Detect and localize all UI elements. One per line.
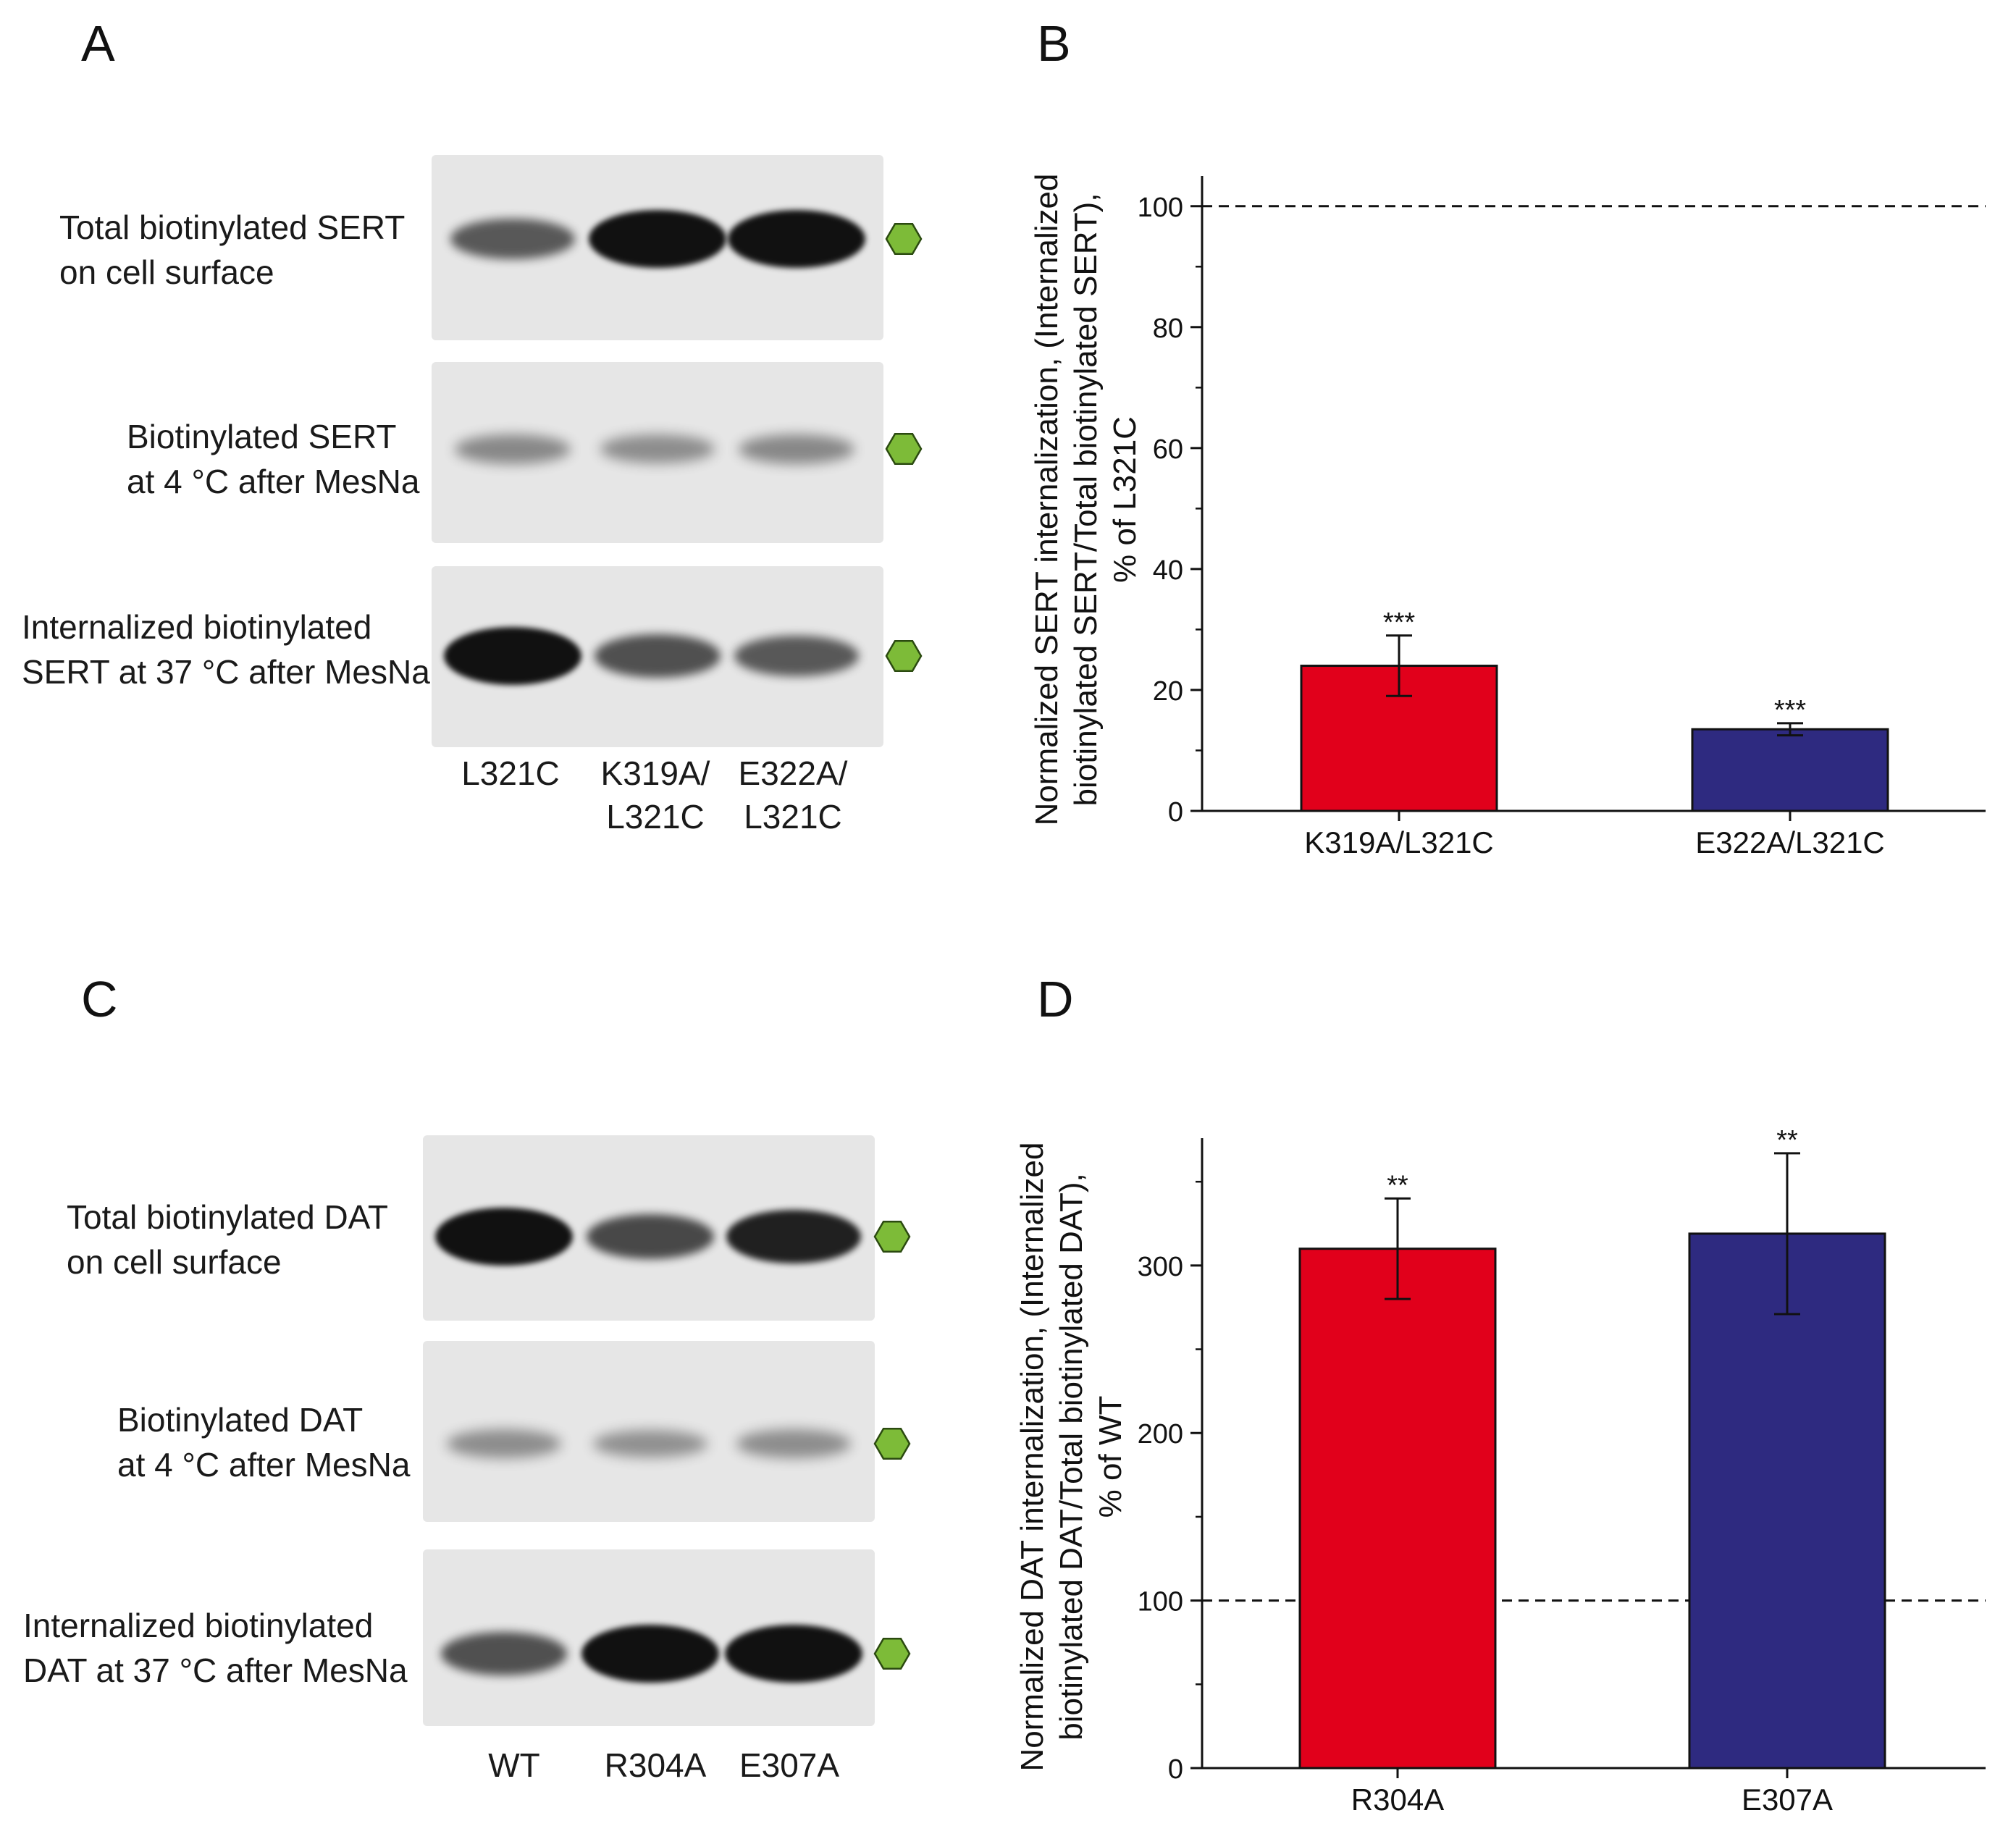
blot-row-label: Internalized biotinylated SERT at 37 °C … — [22, 608, 430, 691]
blot-row-label: Biotinylated DAT at 4 °C after MesNa — [117, 1401, 411, 1484]
bar — [1691, 728, 1889, 812]
x-tick-label: R304A — [1351, 1783, 1444, 1817]
y-axis-label-line: % of WT — [1093, 1396, 1128, 1518]
y-axis-label-line: % of L321C — [1107, 416, 1143, 583]
marker-hexagon-icon — [885, 432, 923, 466]
x-tick-label: K319A/L321C — [1304, 825, 1494, 859]
gel-band — [581, 1625, 719, 1683]
bar — [1688, 1232, 1886, 1770]
y-axis-label: Normalized SERT internalization, (Intern… — [1029, 174, 1143, 826]
marker-hexagon-shape — [885, 639, 923, 673]
bar — [1298, 1248, 1497, 1770]
y-tick-label: 40 — [1153, 555, 1183, 586]
marker-hexagon-shape — [885, 222, 923, 256]
chart-d-layer: 0 100 200 300 ** R304A ** E307A Normalized DAT i… — [1015, 1125, 1986, 1817]
gel-band — [450, 218, 575, 260]
y-axis-label-line: biotinylated DAT/Total biotinylated DAT)… — [1054, 1173, 1089, 1740]
blot-row-label: Total biotinylated SERT on cell surface — [59, 209, 406, 291]
marker-hexagon-shape — [885, 432, 923, 466]
gel-band — [726, 1209, 861, 1264]
y-axis-label: Normalized DAT internalization, (Interna… — [1015, 1143, 1128, 1772]
y-tick-label: 60 — [1153, 434, 1183, 465]
gel-band — [593, 1429, 707, 1458]
gel-band — [441, 1632, 567, 1675]
gel-band — [587, 1214, 714, 1259]
chart-b: 0 20 40 60 80 100 *** K319A/L321C *** E322A/L321C… — [1029, 174, 1986, 859]
marker-hexagon-shape — [873, 1427, 911, 1460]
gel-row-1 — [423, 1341, 875, 1522]
y-axis-label-line: biotinylated SERT/Total biotinylated SER… — [1068, 193, 1104, 806]
panel-letter-b: B — [1037, 15, 1071, 72]
gel-band — [600, 434, 715, 463]
significance-label: *** — [1383, 607, 1416, 638]
blot-row-label: Biotinylated SERT at 4 °C after MesNa — [127, 418, 420, 500]
panel-letter-c: C — [81, 971, 118, 1027]
gel-band — [734, 635, 859, 677]
gel-band — [728, 210, 865, 268]
y-tick-label: 80 — [1153, 314, 1183, 344]
chart-b-layer: 0 20 40 60 80 100 *** K319A/L321C *** E322A/L321C… — [1029, 174, 1986, 859]
x-tick-label: E307A — [1742, 1783, 1833, 1817]
lane-label: R304A — [604, 1746, 707, 1784]
gel-band — [455, 434, 571, 464]
marker-hexagon-icon — [873, 1220, 911, 1253]
y-axis-label-line: Normalized DAT internalization, (Interna… — [1015, 1143, 1050, 1772]
significance-label: ** — [1387, 1170, 1408, 1200]
marker-hexagon-icon — [873, 1427, 911, 1460]
lane-label: E307A — [739, 1746, 840, 1784]
y-tick-label: 300 — [1138, 1252, 1183, 1282]
significance-label: *** — [1774, 695, 1807, 725]
marker-hexagon-shape — [873, 1637, 911, 1670]
gel-band — [725, 1625, 862, 1683]
marker-hexagon-icon — [873, 1637, 911, 1670]
gel-band — [736, 1429, 852, 1458]
panel-letter-a: A — [81, 15, 115, 72]
blot-row-label: Internalized biotinylated DAT at 37 °C a… — [23, 1607, 408, 1689]
gel-band — [435, 1208, 573, 1266]
gel-band — [739, 434, 854, 464]
lane-label: K319A/ L321C — [600, 754, 710, 836]
chart-d: 0 100 200 300 ** R304A ** E307A Normalized DAT i… — [1015, 1125, 1986, 1817]
y-tick-label: 20 — [1153, 676, 1183, 707]
significance-label: ** — [1776, 1125, 1798, 1156]
marker-hexagon-icon — [885, 222, 923, 256]
y-tick-label: 0 — [1168, 797, 1183, 828]
y-tick-label: 100 — [1138, 193, 1183, 223]
gel-band — [589, 210, 726, 268]
gel-band — [444, 627, 581, 685]
y-tick-label: 100 — [1138, 1587, 1183, 1617]
marker-hexagon-shape — [873, 1220, 911, 1253]
lane-label: E322A/ L321C — [738, 754, 848, 836]
marker-hexagon-icon — [885, 639, 923, 673]
gel-band — [595, 634, 721, 678]
y-tick-label: 0 — [1168, 1754, 1183, 1785]
blot-row-label: Total biotinylated DAT on cell surface — [67, 1198, 389, 1281]
panel-letter-d: D — [1037, 971, 1074, 1027]
y-tick-label: 200 — [1138, 1419, 1183, 1450]
gel-band — [446, 1429, 562, 1458]
lane-label: WT — [488, 1746, 540, 1784]
lane-label: L321C — [461, 754, 560, 792]
x-tick-label: E322A/L321C — [1695, 825, 1885, 859]
gel-row-1 — [432, 362, 883, 543]
y-axis-label-line: Normalized SERT internalization, (Intern… — [1029, 174, 1064, 826]
